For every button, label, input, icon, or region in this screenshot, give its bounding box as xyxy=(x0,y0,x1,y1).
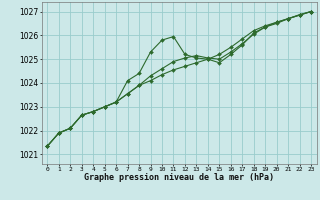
X-axis label: Graphe pression niveau de la mer (hPa): Graphe pression niveau de la mer (hPa) xyxy=(84,173,274,182)
